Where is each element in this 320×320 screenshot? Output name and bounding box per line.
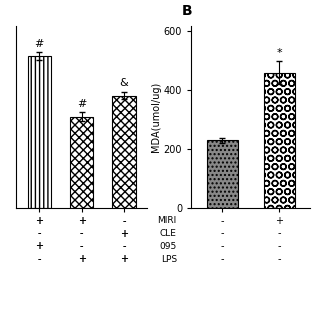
Text: -: - <box>220 241 224 251</box>
Text: #: # <box>35 39 44 49</box>
Bar <box>70 117 93 208</box>
Bar <box>207 140 238 208</box>
Text: #: # <box>77 99 86 108</box>
Bar <box>264 73 295 208</box>
Text: +: + <box>78 216 86 226</box>
Text: +: + <box>35 216 43 226</box>
Text: +: + <box>78 216 86 226</box>
Text: -: - <box>80 241 84 251</box>
Text: -: - <box>37 228 41 238</box>
Text: -: - <box>277 254 281 264</box>
Text: -: - <box>220 228 224 238</box>
Text: +: + <box>35 241 43 251</box>
Text: +: + <box>35 241 43 251</box>
Text: *: * <box>276 48 282 58</box>
Text: -: - <box>277 241 281 251</box>
Text: +: + <box>120 254 128 264</box>
Text: -: - <box>80 228 84 238</box>
Text: +: + <box>35 216 43 226</box>
Text: +: + <box>78 254 86 264</box>
Text: MIRI: MIRI <box>157 216 177 225</box>
Text: 095: 095 <box>160 242 177 251</box>
Text: -: - <box>122 216 126 226</box>
Text: -: - <box>122 241 126 251</box>
Text: -: - <box>220 254 224 264</box>
Bar <box>28 56 51 208</box>
Text: +: + <box>120 228 128 238</box>
Text: -: - <box>80 241 84 251</box>
Text: -: - <box>80 228 84 238</box>
Text: -: - <box>37 228 41 238</box>
Text: -: - <box>122 216 126 226</box>
Text: -: - <box>37 254 41 264</box>
Y-axis label: MDA(umol/ug): MDA(umol/ug) <box>151 82 161 152</box>
Text: +: + <box>120 254 128 264</box>
Text: -: - <box>277 228 281 238</box>
Text: &: & <box>120 78 128 88</box>
Text: +: + <box>275 216 283 226</box>
Text: -: - <box>37 254 41 264</box>
Text: -: - <box>220 216 224 226</box>
Text: +: + <box>78 254 86 264</box>
Text: LPS: LPS <box>161 255 177 264</box>
Text: CLE: CLE <box>160 229 177 238</box>
Text: -: - <box>122 241 126 251</box>
Text: +: + <box>120 228 128 238</box>
Text: B: B <box>181 4 192 18</box>
Bar <box>112 95 136 208</box>
